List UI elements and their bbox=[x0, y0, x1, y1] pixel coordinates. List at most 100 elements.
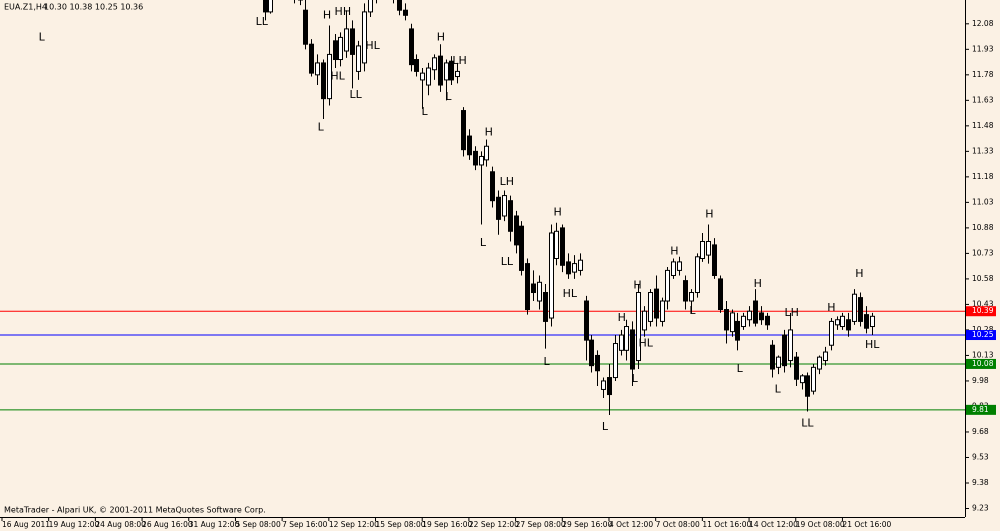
y-tick-label: 11.63 bbox=[972, 95, 994, 104]
candle-body bbox=[449, 60, 454, 81]
y-tick-label: 9.23 bbox=[972, 503, 989, 512]
level-label: 10.08 bbox=[972, 359, 994, 368]
y-tick-label: 10.13 bbox=[972, 350, 994, 359]
candle-body bbox=[508, 200, 513, 232]
axes: 12.08 11.93 11.78 11.63 11.48 11.33 11.18 11.03… bbox=[1, 19, 996, 529]
candle-body bbox=[671, 261, 676, 277]
y-tick-label: 11.18 bbox=[972, 172, 994, 181]
annotation: HL bbox=[865, 338, 880, 351]
candle-body bbox=[695, 256, 700, 294]
candle-body bbox=[800, 375, 805, 384]
y-tick-label: 10.28 bbox=[972, 325, 994, 334]
annotation: LH bbox=[500, 175, 514, 188]
candle-body bbox=[595, 354, 600, 372]
candle-body bbox=[829, 320, 834, 346]
candle-body bbox=[805, 375, 810, 397]
x-tick-label: 31 Aug 12:00 bbox=[189, 520, 240, 529]
candle-body bbox=[479, 155, 484, 166]
candle-body bbox=[438, 55, 443, 86]
candle-body bbox=[753, 300, 758, 324]
candle-body bbox=[554, 230, 559, 259]
candle-body bbox=[356, 45, 361, 72]
candle-body bbox=[572, 263, 577, 273]
annotation: LL bbox=[501, 255, 514, 268]
candle-body bbox=[525, 263, 530, 311]
annotation: LL bbox=[350, 88, 363, 101]
annotation: HL bbox=[330, 70, 345, 83]
candle-body bbox=[601, 380, 606, 390]
candle-body bbox=[315, 62, 320, 76]
annotation: L bbox=[689, 304, 696, 317]
candle-body bbox=[706, 240, 711, 256]
candle-body bbox=[420, 72, 425, 81]
candle-body bbox=[268, 0, 273, 13]
candle-body bbox=[741, 315, 746, 328]
candle-body bbox=[309, 43, 314, 74]
candle-body bbox=[303, 9, 308, 45]
candle-body bbox=[473, 150, 478, 166]
annotation: H bbox=[855, 267, 863, 280]
candle-body bbox=[689, 292, 694, 302]
annotation: HH bbox=[335, 5, 352, 18]
annotation: H bbox=[705, 207, 713, 220]
candle-body bbox=[607, 377, 612, 396]
candle-body bbox=[484, 145, 489, 161]
candle-body bbox=[654, 288, 659, 319]
candle-body bbox=[502, 195, 507, 217]
candle-body bbox=[338, 36, 343, 61]
annotation: H bbox=[437, 30, 445, 43]
annotation: L bbox=[318, 121, 325, 134]
annotation: H bbox=[670, 245, 678, 258]
candle-body bbox=[677, 261, 682, 271]
annotation: L bbox=[445, 90, 452, 103]
candle-body bbox=[864, 314, 869, 329]
x-tick-label: 7 Oct 08:00 bbox=[656, 520, 700, 529]
annotation: LH bbox=[784, 306, 798, 319]
candle-body bbox=[578, 259, 583, 271]
ohlc-text: 10.30 10.38 10.25 10.36 bbox=[44, 3, 143, 12]
x-tick-label: 4 Oct 12:00 bbox=[609, 520, 653, 529]
x-tick-label: 7 Sep 16:00 bbox=[282, 520, 328, 529]
y-tick-label: 10.58 bbox=[972, 274, 994, 283]
annotation: H bbox=[754, 277, 762, 290]
candle-body bbox=[584, 300, 589, 341]
candle-body bbox=[263, 0, 268, 13]
level-label: 10.39 bbox=[972, 306, 994, 315]
candle-body bbox=[496, 196, 501, 220]
candle-body bbox=[455, 70, 460, 78]
y-tick-label: 11.48 bbox=[972, 121, 994, 130]
annotation: L bbox=[737, 362, 744, 375]
candle-body bbox=[467, 135, 472, 156]
x-tick-label: 14 Oct 12:00 bbox=[749, 520, 798, 529]
candle-body bbox=[648, 292, 653, 322]
candle-body bbox=[735, 320, 740, 341]
annotation: H bbox=[618, 311, 626, 324]
annotation: L bbox=[775, 382, 782, 395]
candle-body bbox=[566, 261, 571, 275]
candle-body bbox=[846, 319, 851, 331]
candle-body bbox=[840, 315, 845, 328]
candle-body bbox=[835, 319, 840, 326]
candle-body bbox=[712, 244, 717, 277]
annotation: H bbox=[485, 126, 493, 139]
level-label: 10.25 bbox=[972, 330, 994, 339]
candle-body bbox=[770, 344, 775, 370]
level-label-bg bbox=[966, 330, 996, 341]
candle-body bbox=[490, 171, 495, 202]
x-tick-label: 21 Oct 16:00 bbox=[842, 520, 891, 529]
candle-body bbox=[461, 110, 466, 151]
annotation: L bbox=[480, 236, 487, 249]
level-label-bg bbox=[966, 306, 996, 317]
x-tick-label: 11 Oct 16:00 bbox=[702, 520, 751, 529]
level-label-bg bbox=[966, 404, 996, 415]
candle-body bbox=[519, 225, 524, 271]
x-tick-label: 15 Sep 08:00 bbox=[376, 520, 426, 529]
candle-body bbox=[765, 315, 770, 326]
x-tick-label: 16 Aug 2011 bbox=[2, 520, 50, 529]
annotation: L bbox=[602, 420, 609, 433]
candle-body bbox=[858, 297, 863, 322]
annotation: LL bbox=[801, 416, 814, 429]
candle-body bbox=[589, 339, 594, 367]
candle-body bbox=[724, 309, 729, 331]
